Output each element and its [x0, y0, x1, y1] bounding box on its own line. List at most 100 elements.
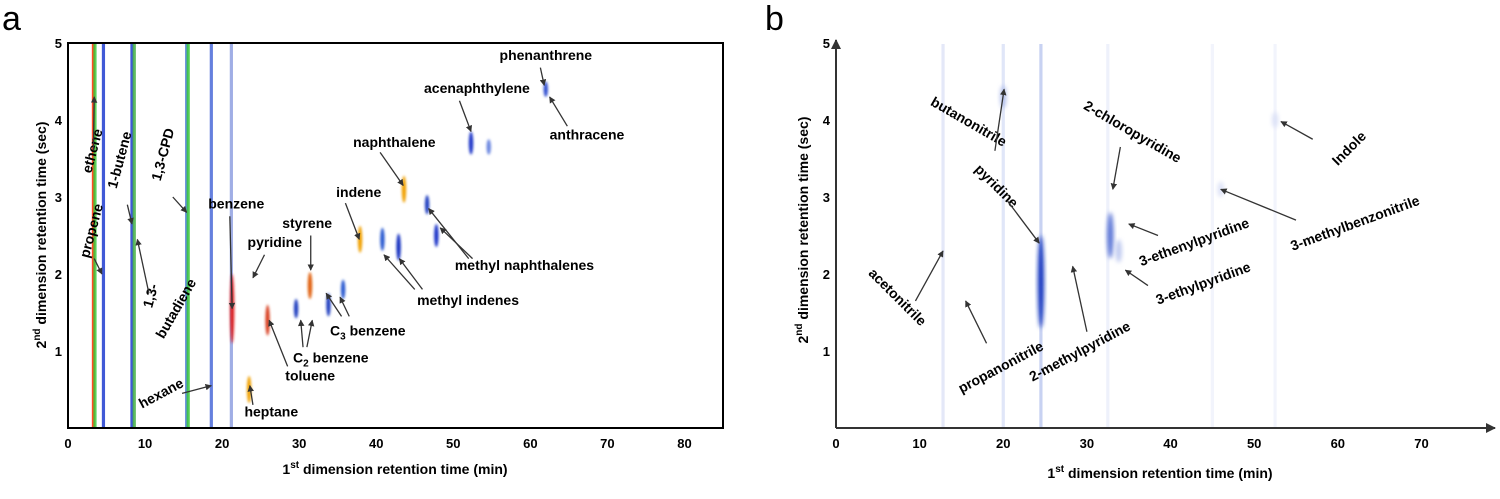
panel-a-label-9: indene	[336, 184, 381, 200]
panel-b-label-4: butanonitrile	[928, 93, 1010, 149]
panel-a-y-tick-3: 4	[55, 113, 63, 128]
panel-b-arrow-4	[994, 88, 1007, 151]
panel-b-streak-1	[1001, 44, 1005, 427]
panel-b-y-tick-0: 1	[823, 344, 830, 359]
panel-a-label-4: 1,3-	[139, 282, 161, 310]
panel-a-plot-area	[91, 44, 548, 427]
panel-a-label-20: heptane	[244, 403, 298, 419]
panel-a-label-10: naphthalene	[353, 134, 436, 150]
panel-a-arrow-17	[297, 319, 305, 348]
panel-b-arrow-0	[914, 250, 944, 302]
panel-a-arrow-16	[325, 292, 343, 317]
panel-b-letter: b	[765, 0, 784, 38]
panel-a-x-tick-1: 10	[138, 436, 152, 451]
panel-a-label-8: styrene	[282, 215, 332, 231]
panel-b-y-tick-2: 3	[823, 190, 830, 205]
panel-a-x-tick-7: 70	[600, 436, 614, 451]
panel-a-x-tick-3: 30	[292, 436, 306, 451]
panel-a-arrow-4	[135, 238, 150, 294]
panel-a-label-12: phenanthrene	[500, 47, 593, 63]
panel-a-arrow-12	[539, 67, 547, 86]
panel-a-y-tick-1: 2	[55, 267, 62, 282]
panel-b-arrow-8	[1220, 188, 1297, 221]
panel-b-label-5: 2-chloropyridine	[1081, 97, 1184, 166]
panel-b-label-9: Indole	[1329, 128, 1370, 169]
panel-a-x-tick-6: 60	[523, 436, 537, 451]
panel-b-x-tick-1: 10	[912, 436, 926, 451]
panel-b-y-axis-title: 2nd dimension retention time (sec)	[794, 117, 811, 344]
panel-a: a 0 10 20 30 40 50 60 70 80 1 2 3 4 5 ethene propene 1-…	[2, 0, 724, 477]
panel-a-letter: a	[2, 0, 21, 38]
panel-b-label-3: pyridine	[972, 161, 1022, 211]
panel-a-spot-12	[434, 223, 439, 248]
panel-a-label-18: toluene	[285, 367, 335, 383]
panel-a-x-axis-title: 1st dimension retention time (min)	[282, 460, 507, 477]
panel-a-arrow-7	[252, 254, 266, 279]
panel-b-arrow-1	[965, 300, 988, 344]
panel-a-arrow-20	[247, 385, 254, 406]
panel-b-arrow-2	[1070, 265, 1088, 332]
panel-a-x-tick-8: 80	[677, 436, 691, 451]
panel-a-label-5: butadiene	[152, 276, 199, 341]
panel-a-arrow-0	[90, 96, 98, 151]
panel-a-spot-6	[340, 279, 346, 300]
panel-a-spot-8	[380, 227, 385, 251]
panel-a-label-1: propene	[76, 202, 106, 260]
panel-a-spot-2	[265, 304, 270, 336]
panel-a-spot-13	[468, 131, 474, 155]
panel-a-spot-7	[357, 225, 363, 253]
panel-a-y-tick-2: 3	[55, 190, 62, 205]
panel-a-arrow-18	[268, 319, 289, 367]
panel-a-streak-7	[209, 44, 213, 427]
panel-a-y-axis-title: 2nd dimension retention time (sec)	[32, 122, 49, 349]
panel-b-x-tick-5: 50	[1247, 436, 1261, 451]
panel-a-label-14: methyl naphthalenes	[455, 257, 594, 273]
panel-a-label-7: pyridine	[248, 234, 303, 250]
panel-b-streak-0	[941, 44, 945, 427]
panel-a-arrow-3	[172, 196, 188, 213]
panel-a-x-tick-0: 0	[64, 436, 71, 451]
panel-b-streak-4	[1210, 44, 1214, 427]
panel-a-x-tick-2: 20	[215, 436, 229, 451]
panel-a-arrow-14	[428, 208, 470, 260]
panel-a-y-tick-0: 1	[55, 344, 62, 359]
panel-b-spot-0	[1037, 235, 1045, 328]
panel-b-arrow-3	[1006, 200, 1040, 244]
panel-b-x-tick-3: 30	[1080, 436, 1094, 451]
panel-a-streak-1	[93, 44, 97, 427]
panel-a-streak-6	[186, 44, 190, 427]
panel-b-spot-2	[1107, 212, 1114, 259]
panel-a-spot-9	[396, 233, 401, 261]
panel-b-arrow-7	[1124, 269, 1149, 287]
panel-a-label-3: 1,3-CPD	[148, 126, 177, 182]
panel-a-x-tick-4: 40	[369, 436, 383, 451]
panel-b-spot-3	[1115, 239, 1122, 263]
panel-b-x-tick-0: 0	[832, 436, 839, 451]
panel-a-arrow-17-b	[306, 319, 315, 348]
panel-a-arrow-15	[383, 254, 416, 290]
panel-a-y-tick-4: 5	[55, 36, 62, 51]
panel-a-arrow-13	[549, 96, 568, 127]
panel-a-arrow-6	[228, 216, 236, 310]
panel-b-label-6: 3-ethenylpyridine	[1137, 214, 1252, 269]
panel-a-label-13: anthracene	[550, 126, 625, 142]
panel-b-x-tick-7: 70	[1414, 436, 1428, 451]
panel-a-label-0: ethene	[79, 127, 106, 175]
panel-b-y-tick-1: 2	[823, 267, 830, 282]
panel-b-y-tick-3: 4	[823, 113, 831, 128]
panel-a-arrow-10	[379, 151, 404, 186]
panel-a-streak-8	[229, 44, 233, 427]
panel-a-label-17: C2 benzene	[293, 350, 369, 370]
panel-a-annotations: ethene propene 1-butene 1,3-CPD 1,3-butadien…	[76, 47, 624, 420]
panel-b-annotations: acetonitrilepropanonitrile2-methylpyridi…	[866, 88, 1422, 396]
panel-a-x-tick-5: 50	[446, 436, 460, 451]
panel-a-arrow-9	[344, 202, 361, 240]
panel-b-x-tick-2: 20	[996, 436, 1010, 451]
panel-a-label-6: benzene	[208, 196, 264, 212]
panel-b-ticks: 0 10 20 30 40 50 60 70 1 2 3 4 5	[823, 36, 1429, 451]
panel-a-arrow-14-b	[439, 227, 474, 260]
panel-a-spot-3	[293, 299, 299, 319]
panel-a-arrow-11	[458, 100, 473, 133]
panel-a-arrow-1	[93, 258, 103, 275]
